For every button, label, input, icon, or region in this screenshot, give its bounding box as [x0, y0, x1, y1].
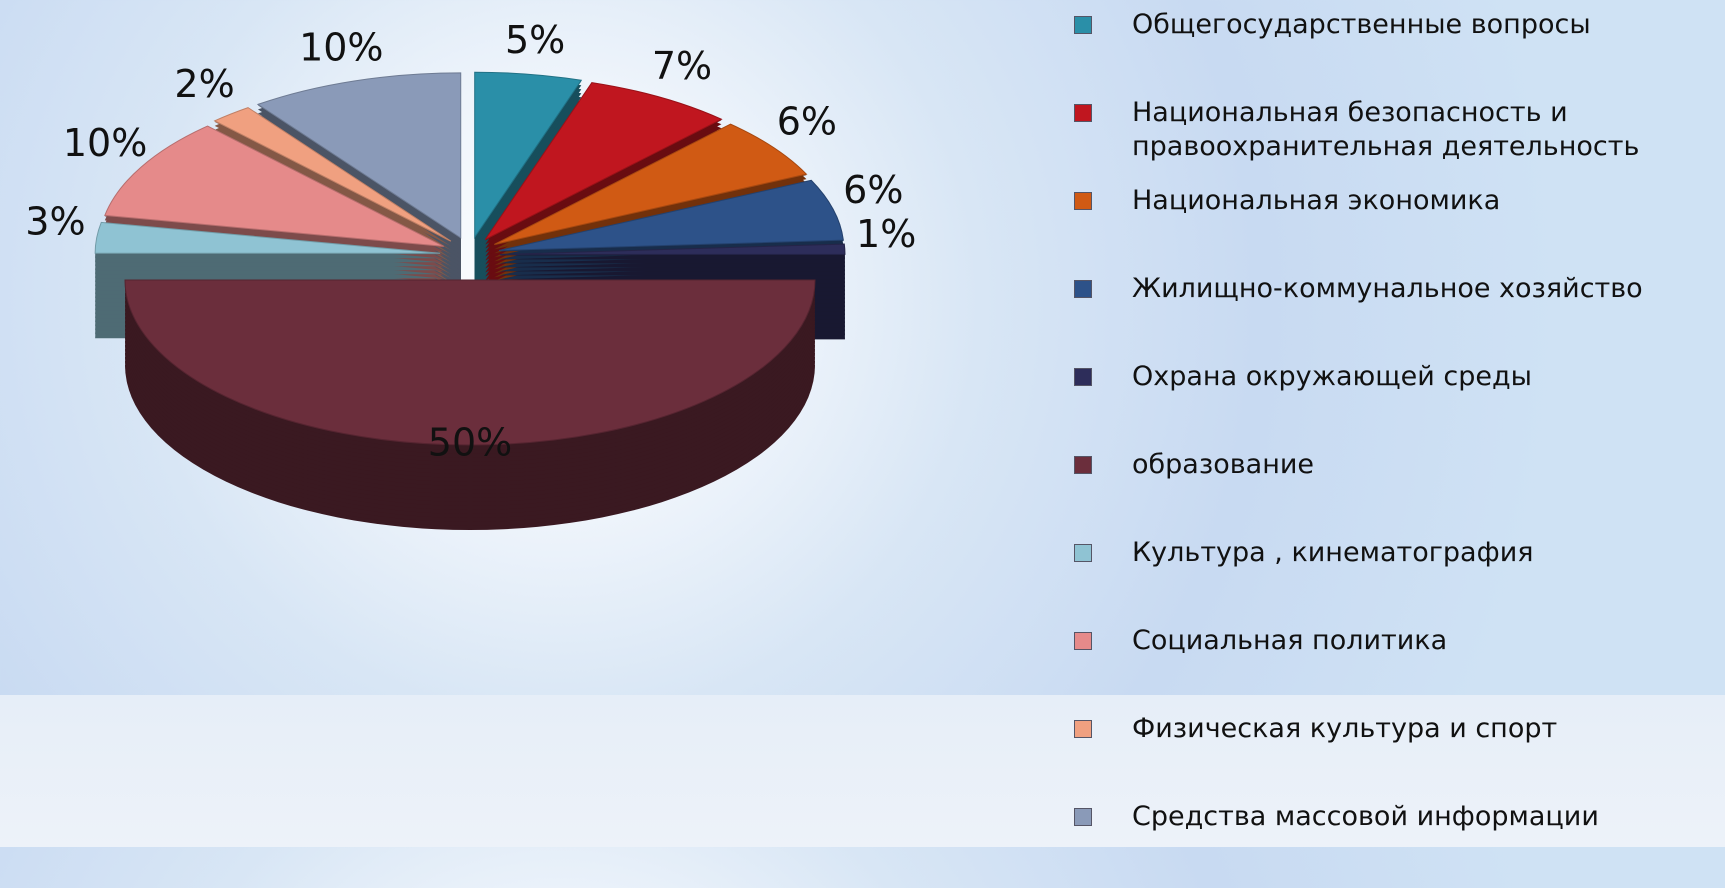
legend-swatch — [1074, 104, 1092, 122]
data-label: 10% — [299, 26, 383, 70]
legend-swatch — [1074, 280, 1092, 298]
chart: 5%7%6%6%1%50%3%10%2%10% — [25, 18, 916, 530]
slice — [498, 179, 844, 252]
legend-item: Средства массовой информации — [1074, 800, 1717, 888]
legend-swatch — [1074, 544, 1092, 562]
legend: Общегосударственные вопросы Национальная … — [1074, 8, 1717, 888]
data-label: 3% — [25, 199, 85, 243]
legend-swatch — [1074, 192, 1092, 210]
legend-item: Охрана окружающей среды — [1074, 360, 1717, 448]
page: 5% 7% 6% 6% 1% 50% 3% 10% 2% 10% Общегосударствен… — [0, 0, 1725, 847]
legend-item: Национальная безопасность и правоохранит… — [1074, 96, 1717, 184]
slice — [124, 279, 816, 446]
legend-label: Охрана окружающей среды — [1132, 361, 1532, 392]
slice — [104, 125, 444, 247]
data-label: 6% — [777, 99, 837, 143]
legend-label: Культура , кинематография — [1132, 537, 1534, 568]
legend-swatch — [1074, 368, 1092, 386]
slice — [484, 82, 723, 240]
slice — [94, 221, 441, 254]
legend-label: Социальная политика — [1132, 625, 1448, 656]
data-label: 6% — [843, 168, 903, 212]
slice — [213, 107, 452, 242]
legend-item: Национальная экономика — [1074, 184, 1717, 272]
legend-item: Физическая культура и спорт — [1074, 712, 1717, 800]
data-label: 7% — [652, 44, 712, 88]
legend-label: образование — [1132, 449, 1314, 480]
legend-label: Средства массовой информации — [1132, 801, 1599, 832]
legend-item: Жилищно-коммунальное хозяйство — [1074, 272, 1717, 360]
legend-label: Национальная экономика — [1132, 185, 1501, 216]
legend-label: Физическая культура и спорт — [1132, 713, 1558, 744]
legend-item: Культура , кинематография — [1074, 536, 1717, 624]
slice — [474, 71, 583, 239]
legend-swatch — [1074, 720, 1092, 738]
slice — [499, 243, 846, 255]
data-label: 10% — [63, 121, 147, 165]
legend-label: Национальная безопасность и правоохранит… — [1132, 97, 1640, 162]
legend-swatch — [1074, 808, 1092, 826]
legend-label: Общегосударственные вопросы — [1132, 9, 1591, 40]
legend-swatch — [1074, 632, 1092, 650]
legend-item: Социальная политика — [1074, 624, 1717, 712]
slice — [256, 72, 462, 239]
data-label: 5% — [505, 18, 565, 62]
legend-label: Жилищно-коммунальное хозяйство — [1132, 273, 1643, 304]
legend-swatch — [1074, 16, 1092, 34]
legend-item: Общегосударственные вопросы — [1074, 8, 1717, 96]
slice — [494, 123, 808, 245]
legend-item: образование — [1074, 448, 1717, 536]
data-label: 1% — [856, 212, 916, 256]
data-label: 50% — [428, 421, 512, 465]
background-band — [0, 695, 1725, 847]
legend-swatch — [1074, 456, 1092, 474]
data-label: 2% — [174, 62, 234, 106]
